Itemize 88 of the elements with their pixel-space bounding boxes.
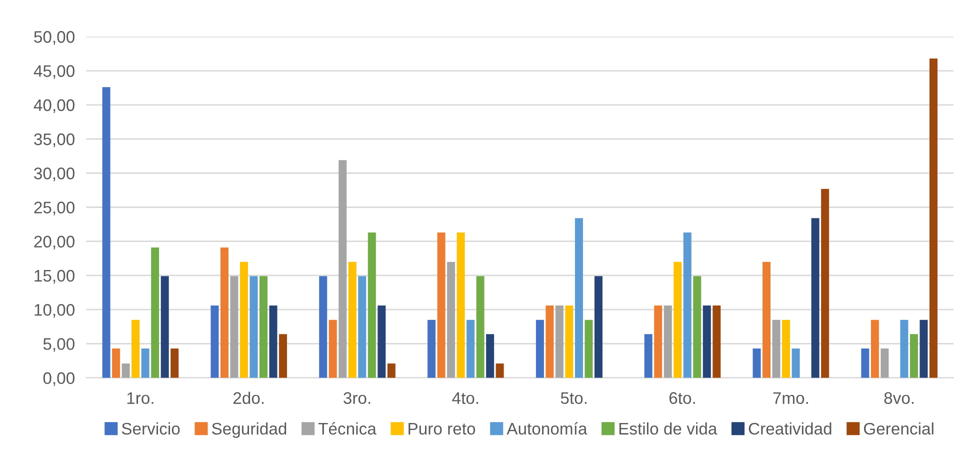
y-tick-label: 30,00 <box>34 168 74 182</box>
bar <box>664 306 672 378</box>
legend-label: Puro reto <box>408 422 476 435</box>
bar <box>348 262 356 378</box>
bar <box>752 348 761 378</box>
y-tick-label: 10,00 <box>34 304 74 318</box>
x-tick-label: 8vo. <box>884 392 914 404</box>
bar <box>536 320 544 378</box>
bar <box>250 276 258 378</box>
legend-label: Seguridad <box>212 422 286 438</box>
bar <box>693 276 702 378</box>
bar <box>821 188 830 378</box>
bar <box>811 218 820 378</box>
legend-label: Estilo de vida <box>619 422 718 435</box>
bar <box>132 320 140 378</box>
bar <box>378 306 386 378</box>
x-tick-label: 4to. <box>452 392 478 404</box>
bar <box>870 320 879 378</box>
bar <box>674 262 682 378</box>
bar <box>437 232 446 378</box>
bar <box>160 276 169 378</box>
bar <box>476 276 484 378</box>
bar <box>368 232 376 378</box>
bar <box>112 348 120 378</box>
bar <box>259 276 268 378</box>
bar <box>269 306 278 378</box>
bar <box>546 306 554 378</box>
y-tick-label: 15,00 <box>34 270 74 284</box>
bar <box>880 348 889 378</box>
legend-label: Técnica <box>318 422 376 435</box>
bar <box>594 276 602 378</box>
legend-label: Servicio <box>122 422 180 435</box>
bar <box>220 248 228 378</box>
bar <box>338 160 347 378</box>
y-tick-label: 50,00 <box>34 31 74 45</box>
bar <box>122 364 130 378</box>
bar <box>782 320 790 378</box>
bar <box>141 348 150 378</box>
bar <box>279 334 288 378</box>
bar <box>792 348 800 378</box>
bar <box>486 334 494 378</box>
bar <box>920 320 928 378</box>
legend-label: Gerencial <box>864 422 934 435</box>
bar <box>210 306 219 378</box>
y-tick-label: 20,00 <box>34 236 74 250</box>
bar <box>428 320 436 378</box>
bar <box>496 364 504 378</box>
bar <box>654 306 662 378</box>
bar <box>358 276 366 378</box>
x-tick-label: 5to. <box>560 392 586 404</box>
y-tick-label: 40,00 <box>34 99 74 114</box>
y-tick-label: 5,00 <box>43 338 74 352</box>
bar <box>230 276 238 378</box>
y-tick-label: 25,00 <box>34 202 74 216</box>
bar <box>762 262 771 378</box>
y-tick-label: 0,00 <box>43 372 74 386</box>
bar <box>900 320 908 378</box>
y-tick-label: 35,00 <box>34 133 74 148</box>
x-tick-label: 6to. <box>669 392 695 404</box>
bar <box>555 306 564 378</box>
x-tick-label: 7mo. <box>773 392 808 404</box>
legend-label: Autonomía <box>506 422 588 435</box>
bar <box>574 218 583 378</box>
bar <box>151 248 160 378</box>
bar <box>466 320 475 378</box>
bar <box>240 262 248 378</box>
bar <box>910 334 918 378</box>
bar <box>387 364 396 378</box>
x-tick-label: 2do. <box>233 392 264 404</box>
bar <box>456 232 465 378</box>
y-tick-label: 45,00 <box>34 65 74 79</box>
bar <box>929 58 938 378</box>
legend-label: Creatividad <box>748 422 832 435</box>
bar <box>565 306 574 378</box>
bar <box>644 334 652 378</box>
bar <box>584 320 593 378</box>
bar <box>712 306 721 378</box>
bar <box>683 232 692 378</box>
bar <box>702 306 711 378</box>
bar <box>861 348 870 378</box>
x-tick-label: 3ro. <box>344 392 370 404</box>
x-tick-label: 1ro. <box>127 392 154 404</box>
bar <box>328 320 337 378</box>
bar <box>102 87 110 378</box>
bar <box>170 348 179 378</box>
bar <box>447 262 456 378</box>
bar <box>319 276 328 378</box>
bar <box>772 320 780 378</box>
